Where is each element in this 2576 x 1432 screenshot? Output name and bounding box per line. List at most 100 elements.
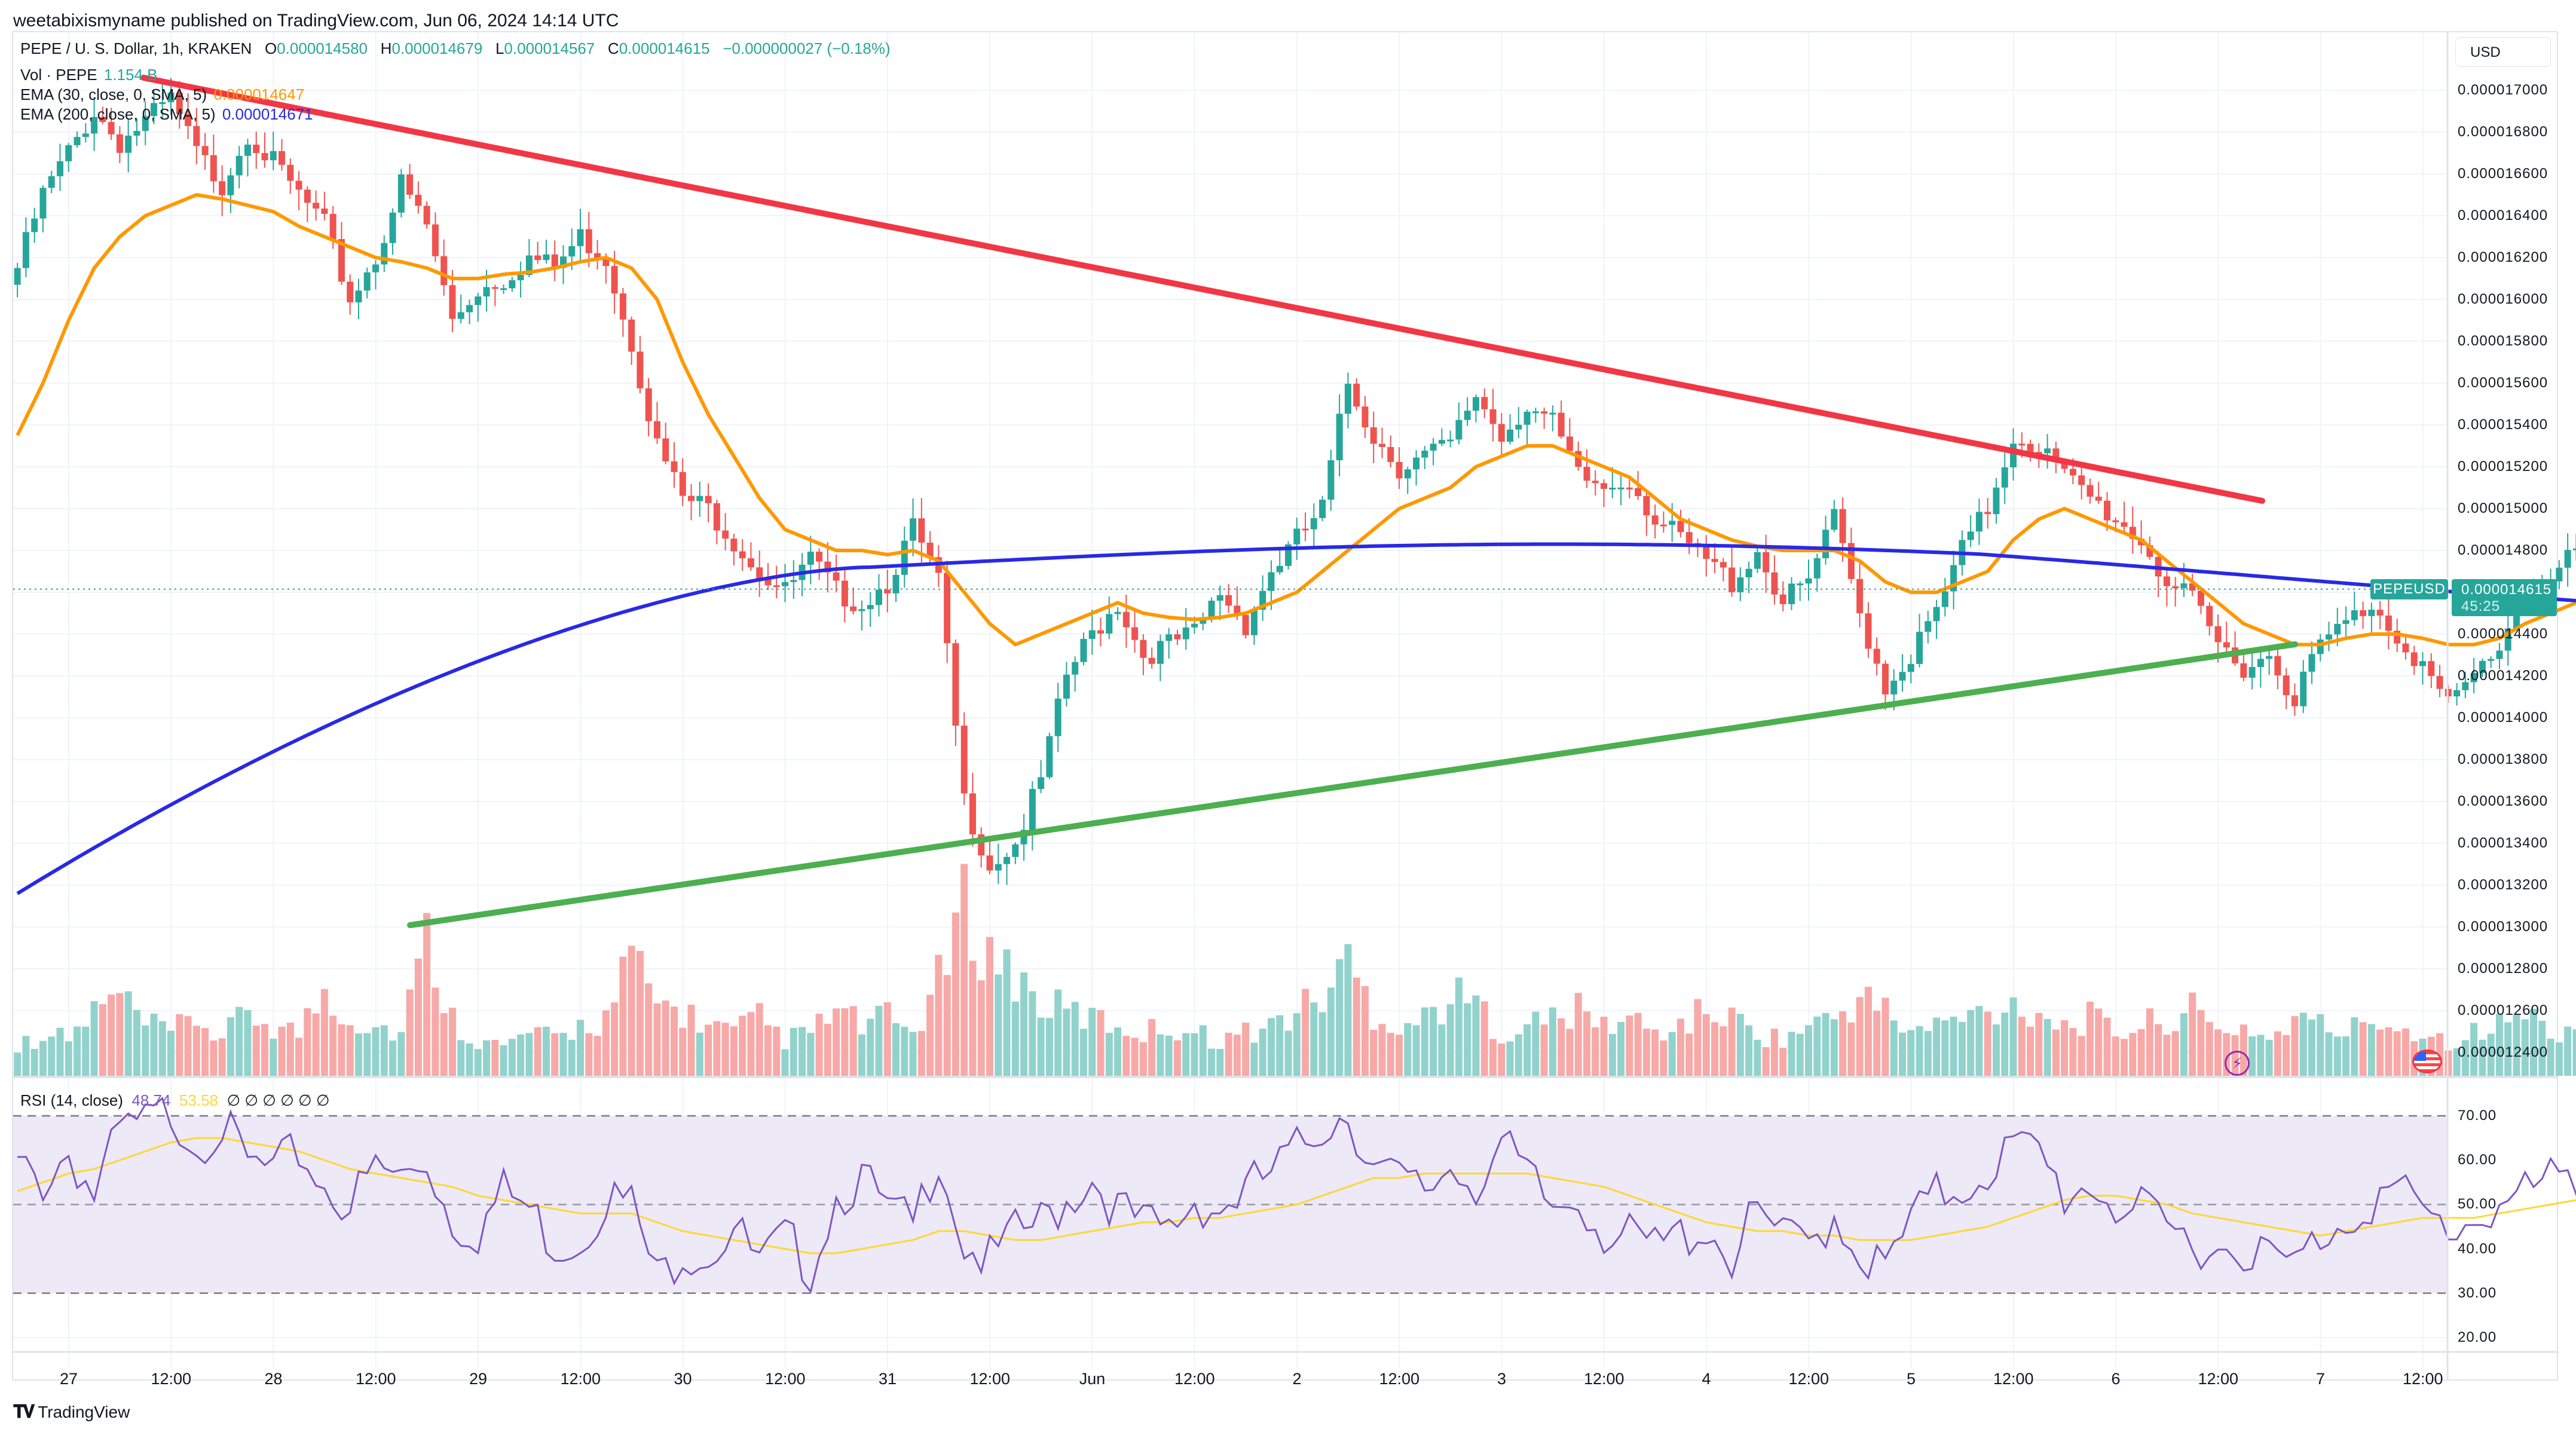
candle (2214, 626, 2222, 642)
candle (2428, 661, 2435, 677)
volume-bar (611, 1002, 619, 1076)
rsi-legend[interactable]: RSI (14, close) 48.74 53.58 ∅ ∅ ∅ ∅ ∅ ∅ (20, 1091, 329, 1110)
volume-bar (346, 1025, 354, 1076)
rsi-tick: 20.00 (2458, 1329, 2497, 1345)
candle (415, 194, 422, 206)
volume-bar (1660, 1040, 1668, 1076)
candle (321, 208, 328, 214)
volume-bar (764, 1025, 772, 1076)
volume-bar (2214, 1029, 2222, 1076)
volume-bar (48, 1036, 56, 1076)
volume-bar (2052, 1029, 2060, 1076)
volume-bar (1592, 1027, 1599, 1076)
candle (509, 280, 516, 289)
volume-bar (1770, 1029, 1778, 1076)
candle (918, 518, 925, 543)
tradingview-logo-icon: 𝐓𝐕 (13, 1402, 35, 1422)
pane-dividers[interactable] (13, 32, 2557, 1379)
candle (1106, 614, 1113, 634)
candle (2018, 443, 2026, 446)
volume-bar (2393, 1031, 2401, 1076)
candle (2419, 661, 2427, 666)
candle (2436, 676, 2443, 689)
candle (1685, 532, 1693, 543)
candle (1720, 562, 1727, 568)
candle (244, 144, 251, 156)
volume-bar (636, 951, 644, 1076)
candle (1532, 411, 1539, 414)
volume-bar (363, 1033, 371, 1076)
volume-bar (1054, 989, 1062, 1076)
close-label: C (607, 39, 619, 57)
candle (2146, 545, 2153, 557)
volume-bar (457, 1040, 465, 1076)
volume-bar (815, 1014, 823, 1076)
volume-bar (1464, 1003, 1471, 1076)
candle (525, 255, 533, 275)
volume-bar (210, 1040, 218, 1076)
volume-bar (705, 1024, 712, 1076)
volume-bar (1353, 977, 1360, 1076)
candle (1472, 397, 1479, 411)
volume-bar (2001, 1012, 2009, 1076)
volume-legend[interactable]: Vol · PEPE 1.154 B (20, 66, 158, 84)
candle (602, 258, 610, 267)
candle (1745, 568, 1752, 578)
volume-bar (1157, 1034, 1164, 1076)
candle (1583, 467, 1590, 481)
candle (2052, 448, 2060, 462)
candle (1635, 488, 1642, 497)
candle (150, 103, 157, 117)
volume-bar (320, 989, 328, 1076)
trendlines[interactable] (140, 75, 2298, 928)
volume-bar (568, 1039, 576, 1076)
candle (1131, 627, 1139, 640)
time-tick: 12:00 (1583, 1370, 1624, 1388)
volume-bar (790, 1027, 797, 1076)
candle (227, 175, 234, 195)
price-tick: 0.000014800 (2458, 542, 2549, 558)
ema30-legend[interactable]: EMA (30, close, 0, SMA, 5) 0.000014647 (20, 85, 304, 104)
volume-bar (99, 1004, 106, 1076)
candle (1967, 531, 1974, 540)
candle (1276, 565, 1283, 573)
candle (2470, 673, 2477, 683)
volume-bar (1438, 1024, 1446, 1076)
candle (1498, 424, 1505, 442)
volume-bar (2470, 1023, 2478, 1076)
candle (739, 551, 746, 559)
candle (457, 312, 464, 319)
volume-bar (295, 1038, 303, 1076)
ema200-legend[interactable]: EMA (200, close, 0, SMA, 5) 0.000014671 (20, 105, 313, 124)
candle (1327, 460, 1335, 500)
candle (1122, 611, 1130, 628)
candle (1370, 427, 1377, 444)
tradingview-logo[interactable]: 𝐓𝐕 TradingView (13, 1402, 130, 1422)
lightning-icon[interactable]: ⚡︎ (2225, 1051, 2250, 1076)
volume-bar (1856, 997, 1864, 1076)
volume-bar (2572, 1029, 2576, 1076)
symbol-legend[interactable]: PEPE / U. S. Dollar, 1h, KRAKEN O0.00001… (20, 39, 891, 58)
volume-bar (2274, 1031, 2281, 1076)
publisher-caption: weetabixismyname published on TradingVie… (13, 11, 619, 30)
us-flag-icon[interactable] (2412, 1049, 2442, 1073)
candle (1063, 674, 1070, 699)
volume-bar (995, 974, 1002, 1076)
price-tick: 0.000013800 (2458, 751, 2549, 767)
volume-bar (1720, 1026, 1727, 1076)
time-tick: 29 (469, 1370, 488, 1388)
currency-button[interactable]: USD (2455, 37, 2551, 67)
candle (1609, 488, 1616, 490)
candle (816, 552, 823, 562)
volume-bar (2291, 1016, 2299, 1076)
candle (2360, 610, 2367, 616)
volume-bar (1412, 1025, 1420, 1076)
candle (210, 155, 217, 182)
volume-bar (1139, 1042, 1147, 1076)
volume-label: Vol · PEPE (20, 66, 97, 84)
candle (2326, 634, 2333, 640)
volume-bar (1566, 1029, 1574, 1076)
volume-bar (2248, 1036, 2256, 1076)
candle (1242, 614, 1249, 635)
